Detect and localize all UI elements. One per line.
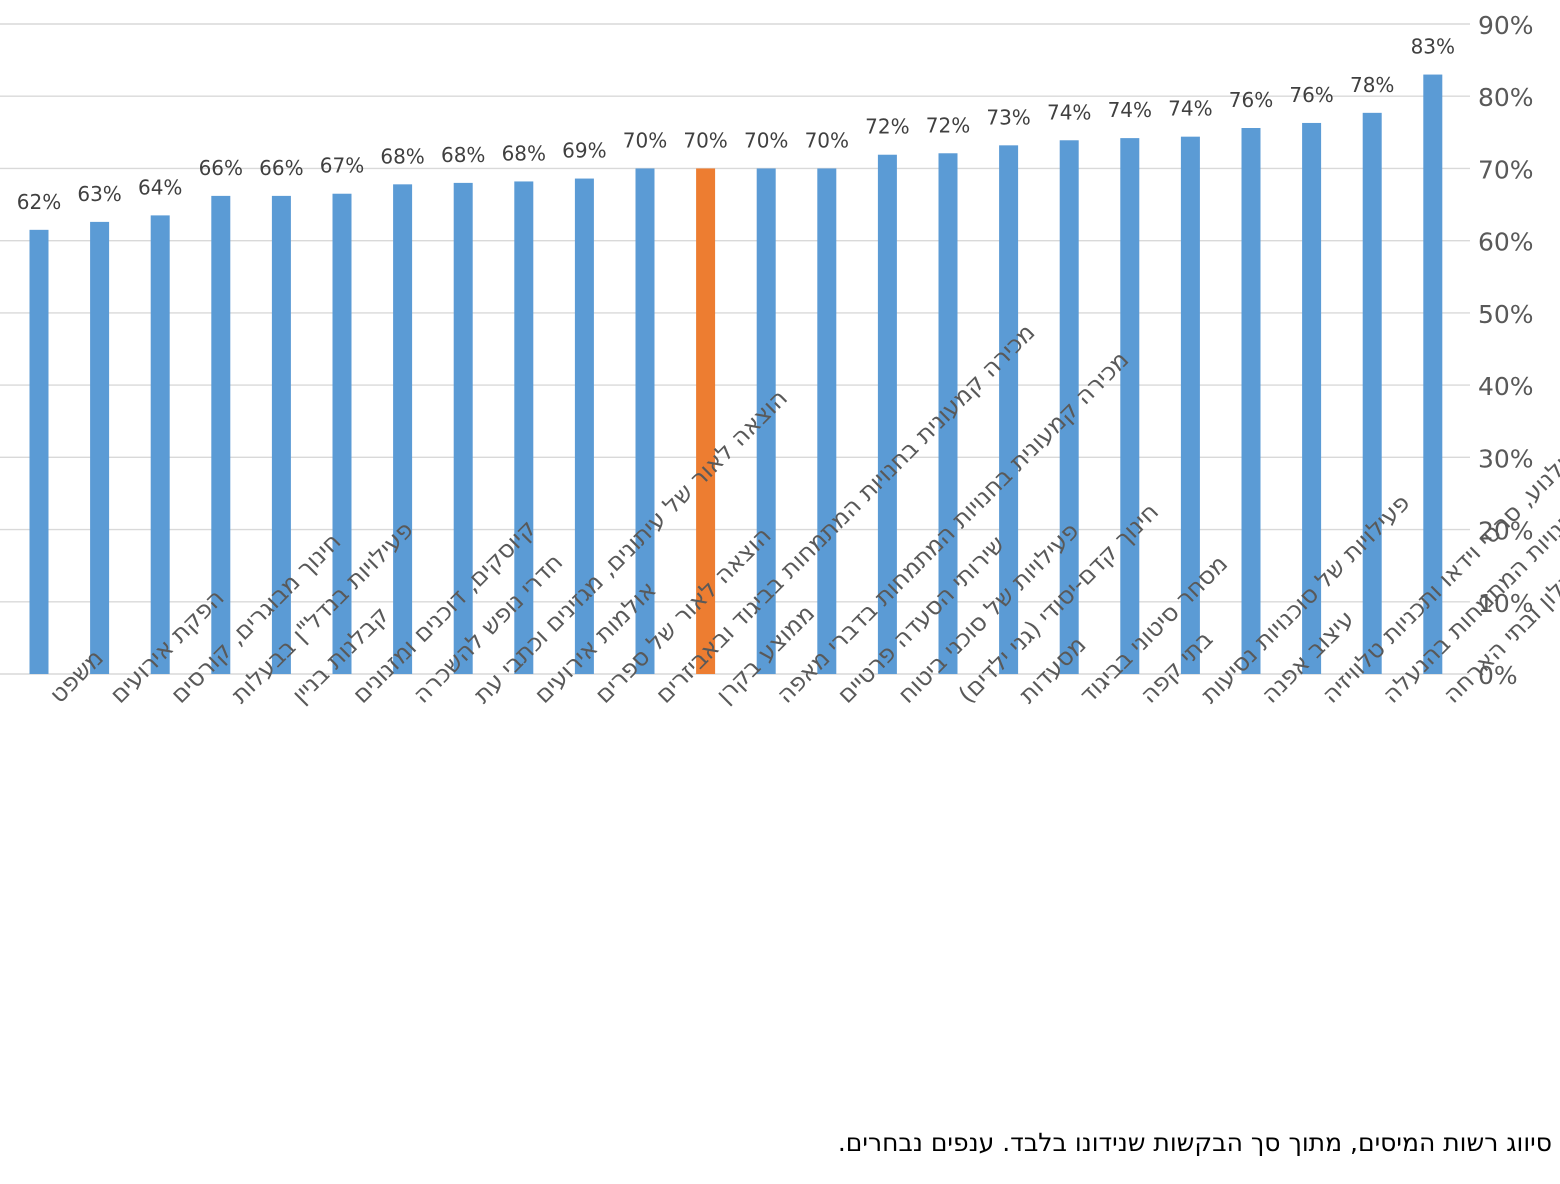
y-tick-label: 70% [1478,155,1534,184]
bar [211,195,231,674]
bar [817,168,837,674]
bar [877,154,897,674]
bar [574,178,594,675]
data-label: 66% [259,156,303,180]
footer-note: סיווג רשות המיסים, מתוך סך הבקשות שנידונ… [837,1128,1552,1157]
y-tick-label: 90% [1478,11,1534,40]
data-label: 76% [1289,83,1333,107]
data-label: 69% [562,139,606,163]
data-label: 72% [926,113,970,137]
data-label: 66% [199,156,243,180]
data-label: 68% [380,144,424,168]
bar [1180,136,1200,674]
data-label: 68% [502,141,546,165]
bar [393,184,413,675]
data-label: 70% [683,128,727,152]
bar-highlight [696,168,716,674]
data-label: 70% [623,128,667,152]
data-label: 74% [1047,100,1091,124]
bar [453,182,473,674]
bar [1120,138,1140,675]
bar [635,168,655,674]
bar [1423,74,1443,675]
data-label: 76% [1229,88,1273,112]
bar [150,215,170,674]
data-label: 72% [865,115,909,139]
data-label: 68% [441,143,485,167]
data-label: 83% [1411,35,1455,59]
y-tick-label: 80% [1478,83,1534,112]
bar [756,168,776,674]
y-tick-label: 20% [1478,517,1534,546]
data-label: 64% [138,175,182,199]
data-label: 73% [986,105,1030,129]
bar [1241,128,1261,674]
data-label: 70% [744,128,788,152]
bar [938,153,958,674]
gridlines [0,23,1470,675]
data-label: 62% [17,190,61,214]
bar [90,221,110,674]
data-label: 78% [1350,73,1394,97]
data-label: 70% [805,128,849,152]
data-label: 74% [1108,98,1152,122]
bar [29,229,49,675]
y-tick-label: 40% [1478,372,1534,401]
data-labels: 62% 63% 64% 66% 66% 67% 68% 68% 68% 69% 70% 70% 70% 7… [17,35,1455,214]
bar [1362,112,1382,675]
data-label: 74% [1168,97,1212,121]
bars [29,74,1443,675]
y-tick-label: 10% [1478,589,1534,618]
bar [999,145,1019,675]
bar [332,193,352,674]
data-label: 67% [320,154,364,178]
bar [1302,122,1322,674]
bar [1059,140,1079,674]
y-tick-label: 0% [1478,661,1518,690]
bar [514,181,534,674]
y-tick-label: 50% [1478,300,1534,329]
data-label: 63% [77,182,121,206]
y-tick-label: 30% [1478,444,1534,473]
y-axis-ticks: 0% 10% 20% 30% 40% 50% 60% 70% 80% 90% [1478,11,1534,690]
bar [271,195,291,674]
y-tick-label: 60% [1478,228,1534,257]
